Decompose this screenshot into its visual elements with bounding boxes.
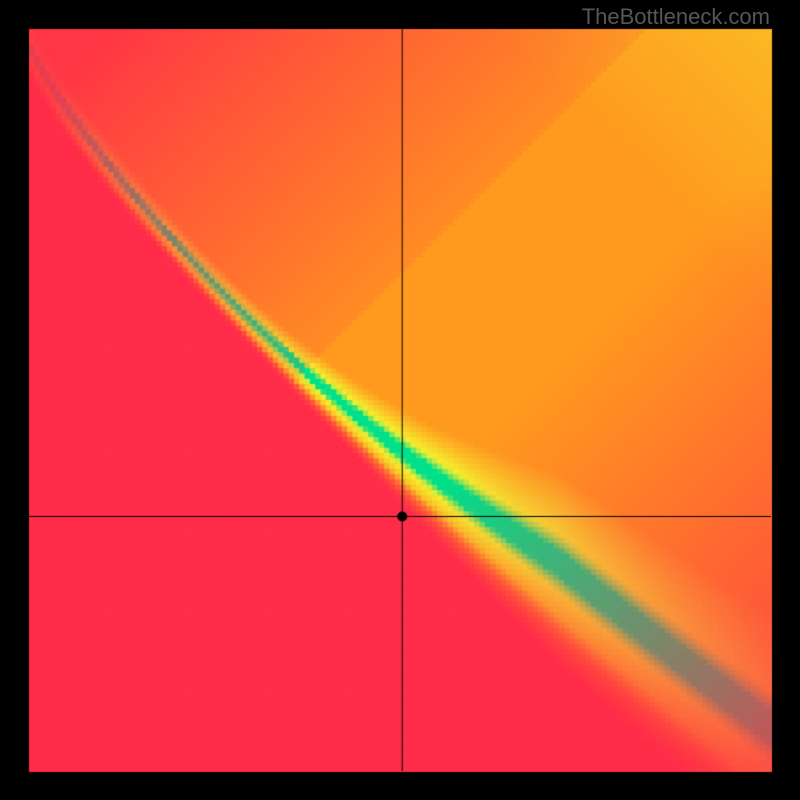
watermark-text: TheBottleneck.com: [582, 4, 770, 30]
chart-container: TheBottleneck.com: [0, 0, 800, 800]
bottleneck-heatmap: [0, 0, 800, 800]
